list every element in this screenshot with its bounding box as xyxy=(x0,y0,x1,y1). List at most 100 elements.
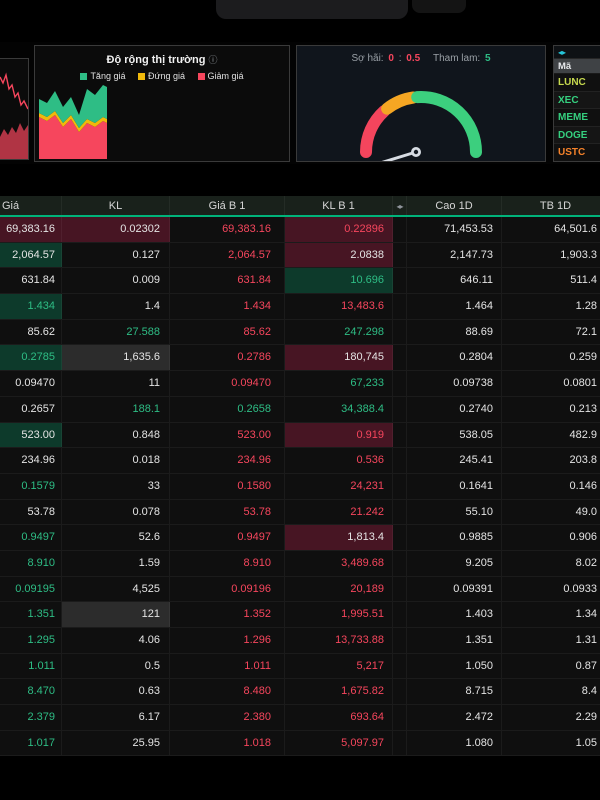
table-cell: 0.078 xyxy=(62,499,170,525)
table-row[interactable]: 8.910 1.59 8.910 3,489.68 9.205 8.02 xyxy=(0,550,600,577)
table-row[interactable]: 1.011 0.5 1.011 5,217 1.050 0.87 xyxy=(0,653,600,680)
table-cell: 0.09738 xyxy=(407,371,502,396)
table-cell: 8.480 xyxy=(170,679,285,705)
table-cell: 1.34 xyxy=(502,602,600,627)
table-cell: 1.296 xyxy=(170,628,285,653)
table-row[interactable]: 1.351 121 1.352 1,995.51 1.403 1.34 xyxy=(0,602,600,628)
table-cell: 2.29 xyxy=(502,705,600,730)
legend-item-up: Tăng giá xyxy=(80,71,125,81)
table-row[interactable]: 0.09195 4,525 0.09196 20,189 0.09391 0.0933 xyxy=(0,576,600,603)
column-splitter-track xyxy=(393,448,407,473)
column-splitter-track xyxy=(393,602,407,627)
column-splitter-track xyxy=(393,499,407,525)
table-cell: 55.10 xyxy=(407,499,502,525)
table-cell: 85.62 xyxy=(0,319,62,345)
watchlist-item[interactable]: USTC xyxy=(554,144,600,161)
table-row[interactable]: 631.84 0.009 631.84 10.696 646.11 511.4 xyxy=(0,268,600,295)
table-cell: 631.84 xyxy=(170,268,285,294)
fear-value: 0 xyxy=(388,53,394,64)
table-cell: 2.0838 xyxy=(285,242,393,268)
col-header-bid-volume[interactable]: KL B 1 xyxy=(285,196,393,215)
table-row[interactable]: 1.295 4.06 1.296 13,733.88 1.351 1.31 xyxy=(0,628,600,654)
col-header-avg-1d[interactable]: TB 1D xyxy=(502,196,600,215)
trading-dashboard: Độ rộng thị trường ⓘ Tăng giá Đứng giá Gi… xyxy=(0,0,600,757)
table-cell: 52.6 xyxy=(62,525,170,550)
col-header-high-1d[interactable]: Cao 1D xyxy=(407,196,502,215)
table-cell: 4.06 xyxy=(62,628,170,653)
table-cell: 69,383.16 xyxy=(170,217,285,242)
table-row[interactable]: 69,383.16 0.02302 69,383.16 0.22896 71,453.5… xyxy=(0,217,600,243)
column-splitter-track xyxy=(393,550,407,576)
table-cell: 2.472 xyxy=(407,705,502,730)
table-row[interactable]: 0.2657 188.1 0.2658 34,388.4 0.2740 0.213 xyxy=(0,396,600,423)
table-cell: 8.4 xyxy=(502,679,600,704)
table-cell: 234.96 xyxy=(170,448,285,473)
table-cell: 0.02302 xyxy=(62,217,170,242)
fear-greed-panel[interactable]: Sợ hãi: 0 : 0.5 Tham lam: 5 xyxy=(296,45,546,162)
col-header-bid-price[interactable]: Giá B 1 xyxy=(170,196,285,215)
table-row[interactable]: 85.62 27.588 85.62 247.298 88.69 72.1 xyxy=(0,319,600,346)
table-cell: 0.906 xyxy=(502,525,600,550)
table-row[interactable]: 2.379 6.17 2.380 693.64 2.472 2.29 xyxy=(0,705,600,731)
table-row[interactable]: 0.09470 11 0.09470 67,233 0.09738 0.0801 xyxy=(0,371,600,397)
table-cell: 1.017 xyxy=(0,730,62,756)
current-value: 0.5 xyxy=(406,53,421,64)
info-icon[interactable]: ⓘ xyxy=(208,55,218,65)
table-cell: 0.919 xyxy=(285,422,393,448)
table-cell: 11 xyxy=(62,371,170,396)
table-cell: 2.379 xyxy=(0,705,62,730)
table-row[interactable]: 0.9497 52.6 0.9497 1,813.4 0.9885 0.906 xyxy=(0,525,600,551)
table-cell: 1.018 xyxy=(170,730,285,756)
table-cell: 1.28 xyxy=(502,294,600,319)
table-cell: 72.1 xyxy=(502,320,600,345)
market-breadth-panel[interactable]: Độ rộng thị trường ⓘ Tăng giá Đứng giá Gi… xyxy=(34,45,290,162)
table-row[interactable]: 1.434 1.4 1.434 13,483.6 1.464 1.28 xyxy=(0,294,600,320)
gauge-needle xyxy=(381,150,418,161)
table-row[interactable]: 523.00 0.848 523.00 0.919 538.05 482.9 xyxy=(0,422,600,449)
table-cell: 0.1580 xyxy=(170,473,285,499)
table-row[interactable]: 2,064.57 0.127 2,064.57 2.0838 2,147.73 1,903… xyxy=(0,242,600,269)
table-cell: 2,064.57 xyxy=(0,242,62,268)
window-artifact xyxy=(216,0,408,19)
table-cell: 49.0 xyxy=(502,500,600,525)
table-cell: 1.011 xyxy=(0,653,62,679)
watchlist-nav[interactable]: ◂▸ xyxy=(554,46,600,59)
col-header-volume[interactable]: KL xyxy=(62,196,170,215)
table-cell: 0.2658 xyxy=(170,396,285,422)
watchlist-item[interactable]: MEME xyxy=(554,109,600,127)
table-cell: 511.4 xyxy=(502,268,600,293)
table-cell: 0.2785 xyxy=(0,345,62,371)
table-row[interactable]: 234.96 0.018 234.96 0.536 245.41 203.8 xyxy=(0,448,600,474)
table-row[interactable]: 1.017 25.95 1.018 5,097.97 1.080 1.05 xyxy=(0,730,600,757)
table-cell: 8.910 xyxy=(170,550,285,576)
col-header-price[interactable]: Giá xyxy=(0,196,62,215)
table-cell: 2.380 xyxy=(170,705,285,730)
table-cell: 24,231 xyxy=(285,473,393,499)
breadth-title-text: Độ rộng thị trường xyxy=(106,54,206,66)
table-row[interactable]: 0.2785 1,635.6 0.2786 180,745 0.2804 0.259 xyxy=(0,345,600,372)
mini-chart-panel[interactable] xyxy=(0,58,29,160)
table-row[interactable]: 8.470 0.63 8.480 1,675.82 8.715 8.4 xyxy=(0,679,600,706)
top-bar xyxy=(0,0,600,42)
table-row[interactable]: 0.1579 33 0.1580 24,231 0.1641 0.146 xyxy=(0,473,600,500)
table-row[interactable]: 53.78 0.078 53.78 21.242 55.10 49.0 xyxy=(0,499,600,526)
table-cell: 1.295 xyxy=(0,628,62,653)
column-splitter[interactable]: ◂▸ xyxy=(393,196,407,215)
table-cell: 0.9497 xyxy=(170,525,285,550)
table-cell: 1.011 xyxy=(170,653,285,679)
column-splitter-track xyxy=(393,679,407,705)
column-splitter-track xyxy=(393,653,407,679)
table-cell: 1.351 xyxy=(407,628,502,653)
down-swatch-icon xyxy=(197,73,205,81)
column-splitter-track xyxy=(393,473,407,499)
watchlist-item[interactable]: DOGE xyxy=(554,126,600,145)
watchlist-item[interactable]: XEC xyxy=(554,91,600,110)
stats-separator: : xyxy=(398,53,402,64)
table-cell: 27.588 xyxy=(62,319,170,345)
table-cell: 693.64 xyxy=(285,705,393,730)
table-cell: 1,995.51 xyxy=(285,602,393,627)
prev-next-icon[interactable]: ◂▸ xyxy=(558,48,567,57)
table-cell: 8.470 xyxy=(0,679,62,705)
watchlist-item[interactable]: LUNC xyxy=(554,74,600,92)
column-splitter-track xyxy=(393,242,407,268)
